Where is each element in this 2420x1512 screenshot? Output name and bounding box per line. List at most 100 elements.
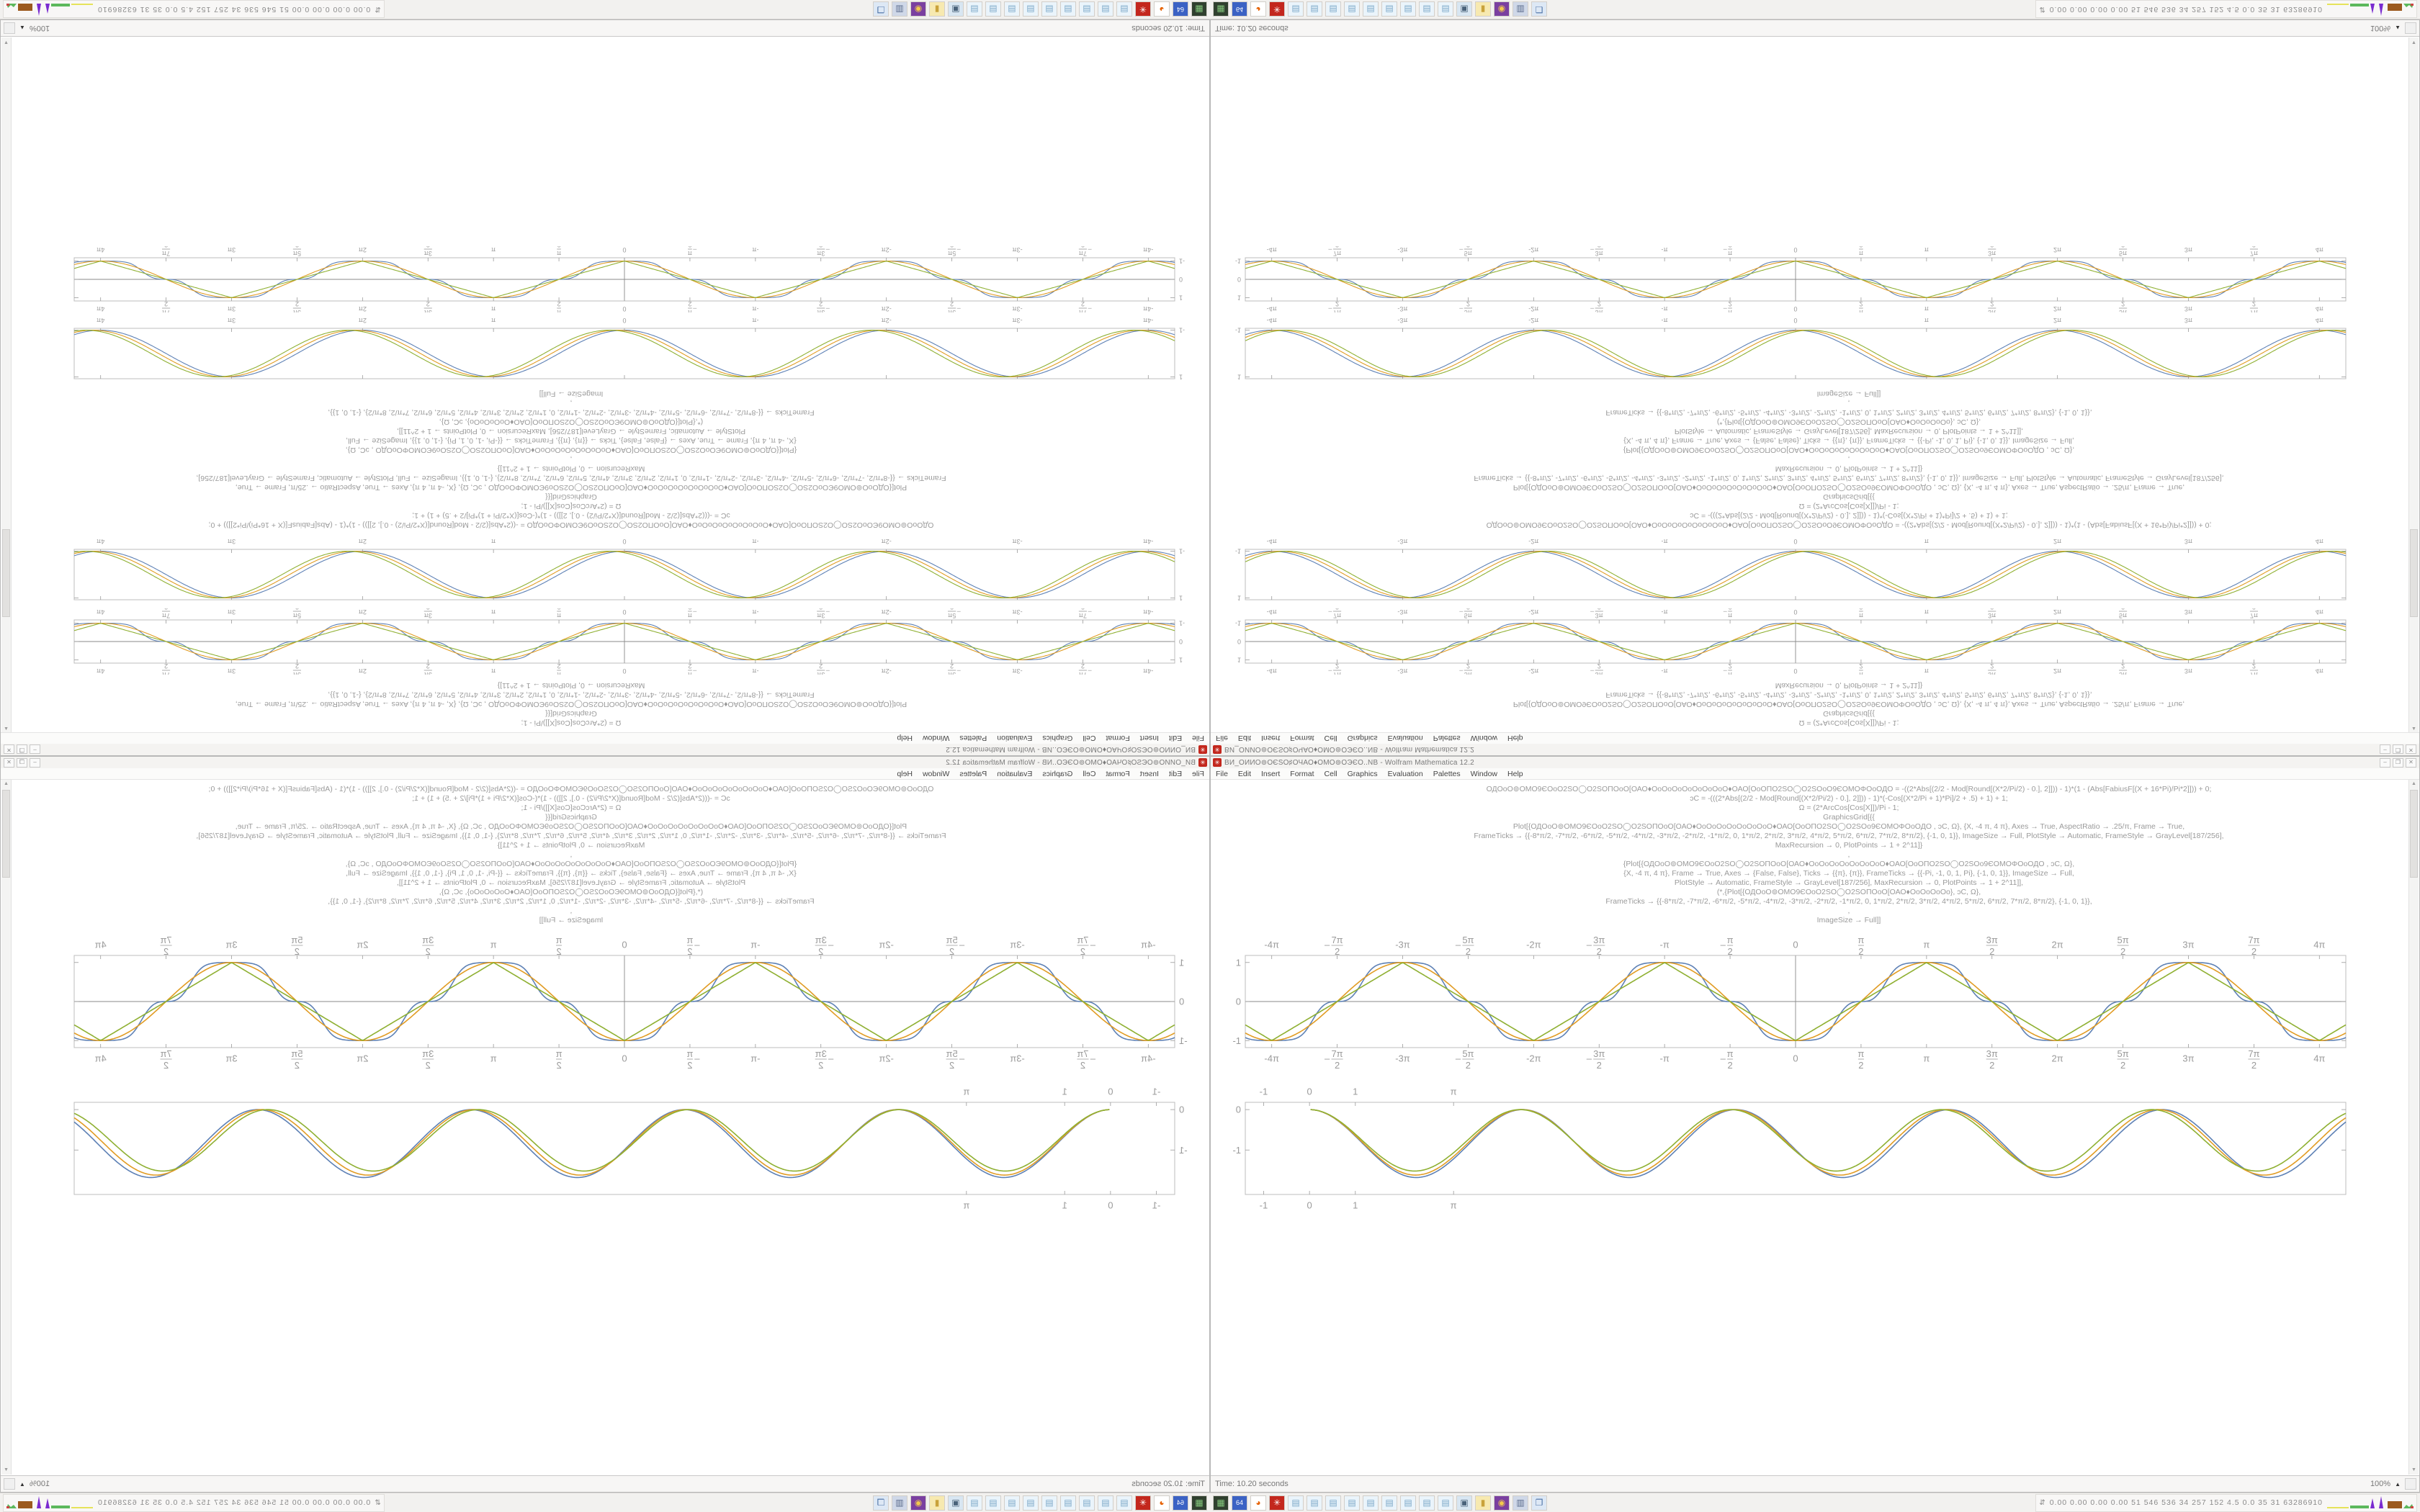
menu-window[interactable]: Window [922,734,950,743]
taskbar-notebook-doc-icon[interactable]: ▤ [1288,1,1304,17]
taskbar-floppy-64-icon[interactable]: 64 [1232,1,1247,17]
taskbar-notebook-doc-icon[interactable]: ▤ [1438,1,1453,17]
taskbar-notebook-doc-icon[interactable]: ▤ [1344,1495,1360,1511]
taskbar-printer-scroll-icon[interactable]: ▥ [1512,1,1528,17]
taskbar-notebook-doc-icon[interactable]: ▤ [967,1495,982,1511]
menu-window[interactable]: Window [1470,734,1498,743]
scrollbar-thumb[interactable] [2,790,10,878]
taskbar-notebook-doc-icon[interactable]: ▤ [1307,1495,1322,1511]
menu-evaluation[interactable]: Evaluation [1387,769,1423,778]
scroll-up-arrow[interactable]: ▲ [2411,781,2416,786]
scroll-up-arrow[interactable]: ▲ [4,781,9,786]
menu-help[interactable]: Help [1507,769,1523,778]
taskbar-window-restore-icon[interactable]: ❐ [873,1495,889,1511]
scrollbar-thumb[interactable] [2410,529,2418,617]
zoom-level[interactable]: 100% [2370,24,2391,32]
taskbar-notebook-doc-icon[interactable]: ▤ [1098,1495,1113,1511]
menu-palettes[interactable]: Palettes [1433,734,1461,743]
taskbar-notebook-doc-icon[interactable]: ▤ [1023,1495,1039,1511]
close-button[interactable]: ✕ [2406,744,2416,755]
taskbar-floppy-64-icon[interactable]: 64 [1232,1495,1247,1511]
zoom-level[interactable]: 100% [29,24,50,32]
menu-cell[interactable]: Cell [1083,734,1096,743]
taskbar-floppy-64-icon[interactable]: 64 [1173,1495,1188,1511]
taskbar-notebook-doc-icon[interactable]: ▤ [1307,1,1322,17]
taskbar-display-settings-icon[interactable]: ▣ [1456,1495,1472,1511]
taskbar-notebook-doc-icon[interactable]: ▤ [1041,1,1057,17]
scroll-down-arrow[interactable]: ▼ [2411,40,2416,45]
maximize-button[interactable]: ❐ [17,757,27,768]
menu-cell[interactable]: Cell [1324,734,1337,743]
menu-evaluation[interactable]: Evaluation [997,734,1033,743]
taskbar-chip-card-icon[interactable]: ▦ [1213,1495,1229,1511]
taskbar-notebook-doc-icon[interactable]: ▤ [1325,1495,1341,1511]
menu-help[interactable]: Help [1507,734,1523,743]
taskbar-notebook-doc-icon[interactable]: ▤ [1079,1,1095,17]
taskbar-folder-icon[interactable]: ▮ [1475,1,1491,17]
code-cell[interactable]: Ω = (2*ArcCos[Cos[X]])/Pi - 1; GraphicsGr… [1215,678,2403,732]
menu-help[interactable]: Help [897,734,913,743]
scrollbar-thumb[interactable] [2,529,10,617]
scroll-up-arrow[interactable]: ▲ [4,726,9,731]
system-monitor-applet[interactable]: ⇵ 0.00 0.00 0.00 0.00 51 546 536 34 257 … [2035,1493,2417,1512]
taskbar-firefox-icon[interactable]: ◕ [1250,1,1266,17]
taskbar-display-settings-icon[interactable]: ▣ [948,1495,964,1511]
vertical-scrollbar[interactable]: ▲ ▼ [1,37,12,732]
taskbar-notebook-doc-icon[interactable]: ▤ [1060,1,1076,17]
vertical-scrollbar[interactable]: ▲ ▼ [2408,780,2419,1475]
maximize-button[interactable]: ❐ [17,744,27,755]
zoom-dropdown-icon[interactable]: ▲ [19,1480,25,1488]
taskbar-notebook-doc-icon[interactable]: ▤ [1060,1495,1076,1511]
taskbar-notebook-doc-icon[interactable]: ▤ [1381,1,1397,17]
taskbar-notebook-doc-icon[interactable]: ▤ [985,1495,1001,1511]
scroll-down-arrow[interactable]: ▼ [4,40,9,45]
taskbar-folder-icon[interactable]: ▮ [929,1,945,17]
vertical-scrollbar[interactable]: ▲ ▼ [1,780,12,1475]
taskbar-floppy-64-icon[interactable]: 64 [1173,1,1188,17]
taskbar-notebook-doc-icon[interactable]: ▤ [1400,1,1416,17]
system-monitor-applet[interactable]: ⇵ 0.00 0.00 0.00 0.00 51 546 536 34 257 … [3,1493,385,1512]
taskbar-mathematica-kernel-icon[interactable]: ✳ [1269,1,1285,17]
taskbar-printer-scroll-icon[interactable]: ▥ [892,1,908,17]
zoom-dropdown-icon[interactable]: ▲ [19,24,25,32]
taskbar-printer-scroll-icon[interactable]: ▥ [1512,1495,1528,1511]
zoom-level[interactable]: 100% [2370,1480,2391,1488]
menu-palettes[interactable]: Palettes [959,769,987,778]
taskbar-window-restore-icon[interactable]: ❐ [1531,1,1547,17]
resize-grip[interactable] [4,22,15,34]
taskbar-printer-scroll-icon[interactable]: ▥ [892,1495,908,1511]
scroll-up-arrow[interactable]: ▲ [2411,726,2416,731]
taskbar-notebook-doc-icon[interactable]: ▤ [1438,1495,1453,1511]
zoom-level[interactable]: 100% [29,1480,50,1488]
menu-file[interactable]: File [1216,734,1228,743]
taskbar-notebook-doc-icon[interactable]: ▤ [1419,1495,1435,1511]
code-cell[interactable]: Ω = (2*ArcCos[Cos[X]])/Pi - 1; GraphicsGr… [17,678,1205,732]
menu-insert[interactable]: Insert [1261,734,1281,743]
taskbar-folder-icon[interactable]: ▮ [1475,1495,1491,1511]
taskbar-window-restore-icon[interactable]: ❐ [1531,1495,1547,1511]
taskbar-display-settings-icon[interactable]: ▣ [1456,1,1472,17]
code-cell[interactable]: ОДОоО⊚ОМО9ЄОоО2ЅО◯О2ЅОΠОоО[ОАО♦ОоОоОоОоО… [17,780,1205,928]
menu-help[interactable]: Help [897,769,913,778]
minimize-button[interactable]: – [2380,744,2390,755]
menu-cell[interactable]: Cell [1083,769,1096,778]
taskbar-mathematica-kernel-icon[interactable]: ✳ [1135,1,1151,17]
menu-edit[interactable]: Edit [1168,769,1183,778]
taskbar-notebook-doc-icon[interactable]: ▤ [1004,1495,1020,1511]
taskbar-notebook-doc-icon[interactable]: ▤ [1419,1,1435,17]
taskbar-notebook-doc-icon[interactable]: ▤ [1004,1,1020,17]
menu-graphics[interactable]: Graphics [1042,734,1073,743]
taskbar-notebook-doc-icon[interactable]: ▤ [1116,1,1132,17]
maximize-button[interactable]: ❐ [2393,757,2403,768]
menu-format[interactable]: Format [1106,734,1130,743]
close-button[interactable]: ✕ [4,744,14,755]
resize-grip[interactable] [4,1478,15,1490]
menu-insert[interactable]: Insert [1139,734,1159,743]
taskbar-firefox-icon[interactable]: ◕ [1154,1495,1170,1511]
taskbar-notebook-doc-icon[interactable]: ▤ [985,1,1001,17]
resize-grip[interactable] [2405,1478,2416,1490]
vertical-scrollbar[interactable]: ▲ ▼ [2408,37,2419,732]
taskbar-window-restore-icon[interactable]: ❐ [873,1,889,17]
menu-evaluation[interactable]: Evaluation [997,769,1033,778]
menu-insert[interactable]: Insert [1139,769,1159,778]
